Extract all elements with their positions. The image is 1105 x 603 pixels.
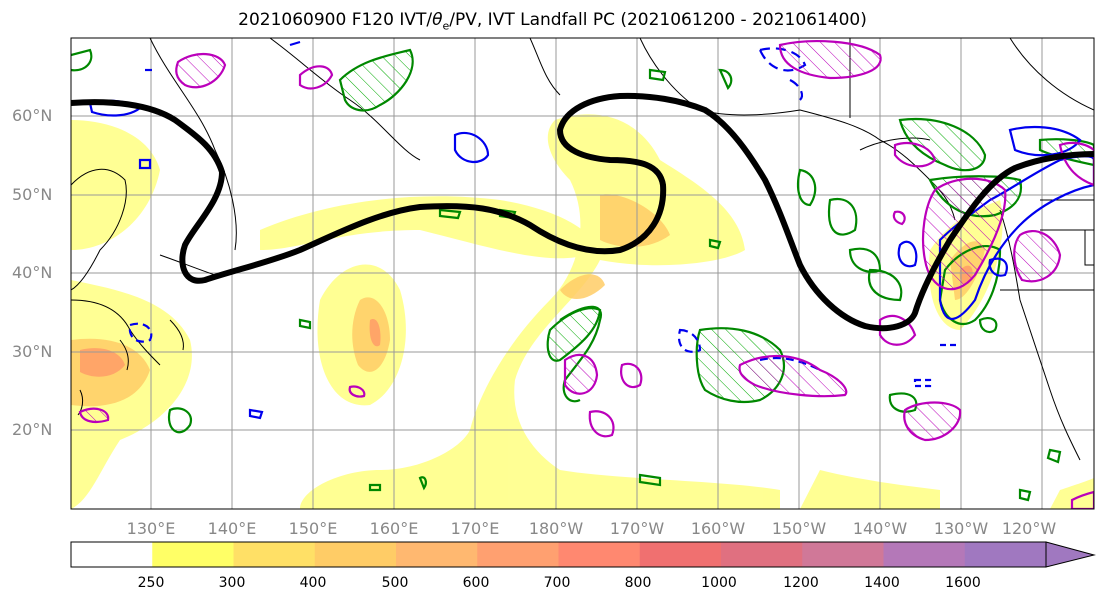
lat-label: 40°N: [12, 263, 53, 282]
lon-label: 150°W: [771, 519, 827, 538]
colorbar: [70, 541, 1096, 568]
lon-label: 140°W: [852, 519, 908, 538]
map-title: 2021060900 F120 IVT/θe/PV, IVT Landfall …: [238, 10, 867, 33]
colorbar-segment: [721, 542, 803, 567]
colorbar-tick-label: 1000: [701, 575, 737, 591]
colorbar-segment: [71, 542, 153, 567]
colorbar-tick-label: 400: [299, 575, 327, 591]
theta-e-pv-contour: [71, 92, 1094, 332]
map-frame: [70, 37, 1095, 510]
lon-label: 180°W: [528, 519, 584, 538]
graticule: [71, 38, 1094, 509]
lon-label: 170°W: [609, 519, 665, 538]
colorbar-segment: [802, 542, 884, 567]
colorbar-extend-arrow: [1045, 541, 1096, 568]
colorbar-tick-label: 300: [218, 575, 246, 591]
colorbar-segment: [883, 542, 966, 567]
colorbar-frame: [70, 541, 1047, 568]
lat-label: 20°N: [12, 420, 53, 439]
lon-label: 150°E: [288, 519, 338, 538]
colorbar-tick-label: 800: [624, 575, 652, 591]
lon-label: 120°W: [1001, 519, 1057, 538]
colorbar-segment: [639, 542, 722, 567]
lon-label: 160°W: [690, 519, 746, 538]
lat-label: 50°N: [12, 185, 53, 204]
lon-label: 170°E: [450, 519, 500, 538]
colorbar-segment: [964, 542, 1047, 567]
colorbar-segment: [314, 542, 397, 567]
lat-label: 30°N: [12, 342, 53, 361]
colorbar-tick-label: 1400: [864, 575, 900, 591]
colorbar-segment: [233, 542, 316, 567]
colorbar-tick-label: 250: [137, 575, 165, 591]
colorbar-tick-label: 500: [381, 575, 409, 591]
ivt-landfall-contours: [78, 40, 1094, 509]
colorbar-segment: [558, 542, 641, 567]
colorbar-segment: [477, 542, 559, 567]
colorbar-segment: [152, 542, 234, 567]
lat-label: 60°N: [12, 106, 53, 125]
colorbar-tick-label: 1200: [783, 575, 819, 591]
lon-label: 130°W: [933, 519, 989, 538]
colorbar-tick-label: 700: [543, 575, 571, 591]
lon-label: 160°E: [369, 519, 419, 538]
lon-label: 140°E: [207, 519, 257, 538]
colorbar-tick-label: 1600: [945, 575, 981, 591]
lon-label: 130°E: [126, 519, 176, 538]
colorbar-tick-label: 600: [462, 575, 490, 591]
colorbar-segment: [396, 542, 478, 567]
